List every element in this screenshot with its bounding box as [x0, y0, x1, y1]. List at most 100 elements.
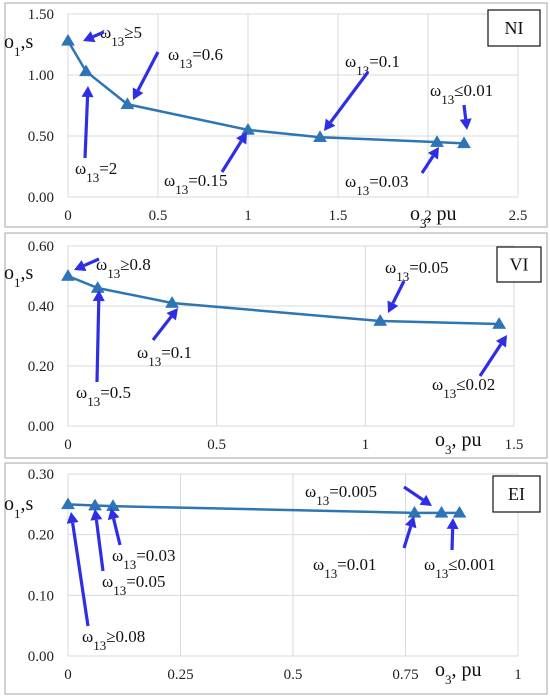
annotation-arrowhead [66, 512, 79, 524]
annotation-arrow [420, 155, 435, 174]
x-axis-label: o3, pu [435, 659, 482, 687]
omega-annotation: ω13=0.03 [345, 172, 409, 198]
x-tick-label: 2 [424, 208, 432, 224]
data-point-marker [407, 505, 422, 518]
annotation-arrow [136, 51, 160, 91]
omega-annotation: ω13≥0.8 [96, 255, 151, 281]
omega-annotation: ω13≥0.08 [82, 627, 145, 653]
annotation-arrowhead [387, 300, 399, 313]
x-tick-label: 0.5 [149, 208, 168, 224]
x-tick-label: 1.5 [505, 437, 524, 453]
data-point-marker [430, 135, 444, 147]
annotation-arrowhead [166, 308, 178, 321]
y-axis-label: o1,s [4, 262, 34, 290]
x-tick-label: 0 [64, 437, 72, 453]
annotation-arrowhead [90, 509, 103, 521]
curve-type-label: NI [505, 18, 524, 38]
data-point-marker [61, 33, 75, 46]
curve-type-label: VI [510, 255, 529, 275]
x-tick-label: 0 [64, 208, 72, 224]
panel-vi [4, 232, 548, 459]
annotation-arrow [220, 140, 243, 173]
omega-annotation: ω13=0.005 [305, 482, 377, 508]
annotation-arrow [329, 71, 370, 124]
data-point-marker [492, 317, 507, 329]
annotation-arrow [83, 257, 100, 268]
y-tick-label: 0.00 [28, 419, 54, 435]
omega-annotation: ω13≤0.001 [424, 555, 496, 581]
annotation-arrow [391, 280, 406, 304]
x-tick-label: 1 [244, 208, 252, 224]
y-tick-label: 0.00 [28, 190, 54, 206]
data-point-marker [241, 122, 255, 135]
x-tick-label: 0 [64, 667, 72, 683]
omega-annotation: ω13≤0.02 [432, 375, 495, 401]
panel-ni [4, 2, 548, 228]
omega-annotation: ω13=0.01 [313, 555, 377, 581]
x-tick-label: 1.5 [329, 208, 348, 224]
annotation-arrowhead [132, 87, 144, 100]
data-point-marker [165, 296, 180, 308]
x-tick-label: 2.5 [509, 208, 528, 224]
y-axis-label: o1,s [4, 493, 34, 521]
annotation-arrowhead [459, 118, 472, 130]
data-point-marker [373, 314, 388, 326]
y-tick-label: 0.20 [28, 528, 54, 544]
curve-type-label: EI [508, 484, 525, 504]
annotation-arrowhead [74, 260, 87, 272]
annotation-arrow [95, 300, 101, 383]
x-tick-label: 0.5 [207, 437, 226, 453]
y-tick-label: 0.60 [28, 239, 54, 255]
annotation-arrowhead [107, 508, 120, 521]
annotation-arrow [402, 526, 413, 549]
data-point-marker [457, 136, 471, 149]
omega-annotation: ω13=2 [75, 159, 117, 185]
annotation-arrowhead [427, 147, 439, 160]
omega-annotation: ω13=0.6 [168, 45, 223, 71]
annotation-arrow [462, 104, 468, 120]
x-tick-label: 0.75 [392, 667, 418, 683]
omega-annotation: ω13=0.1 [137, 343, 192, 369]
annotation-arrowhead [236, 132, 247, 145]
x-tick-label: 1 [514, 667, 522, 683]
omega-annotation: ω13=0.05 [102, 572, 166, 598]
annotation-arrowhead [446, 518, 459, 530]
omega-annotation: ω13=0.5 [76, 383, 131, 409]
omega-annotation: ω13=0.05 [385, 258, 449, 284]
data-point-marker [434, 505, 449, 518]
curve-type-box [492, 475, 541, 513]
annotation-arrow [83, 96, 90, 159]
annotation-arrow [151, 315, 173, 341]
annotation-arrow [94, 519, 105, 572]
omega-annotation: ω13≥5 [100, 23, 142, 49]
curve-type-box [487, 9, 541, 47]
annotation-arrowhead [495, 335, 507, 348]
y-tick-label: 0.00 [28, 649, 54, 665]
y-tick-label: 0.40 [28, 299, 54, 315]
y-axis-label: o1,s [4, 31, 34, 59]
annotation-arrowhead [81, 86, 94, 98]
data-point-marker [452, 505, 467, 518]
omega-annotation: ω13≤0.01 [430, 81, 493, 107]
annotation-arrow [112, 518, 122, 546]
data-point-marker [313, 130, 327, 143]
data-point-marker [61, 269, 75, 281]
omega-annotation: ω13=0.03 [112, 546, 176, 572]
y-tick-label: 0.50 [28, 129, 54, 145]
y-tick-label: 0.20 [28, 359, 54, 375]
data-point-marker [61, 497, 75, 510]
x-axis-label: o3, pu [410, 203, 457, 231]
x-tick-label: 1 [362, 437, 370, 453]
curve-type-box [496, 246, 542, 283]
annotation-arrowhead [419, 494, 432, 506]
data-point-marker [79, 64, 93, 77]
annotation-arrow [403, 485, 424, 502]
annotation-arrow [450, 528, 455, 551]
data-point-marker [120, 97, 135, 110]
annotation-arrow [478, 343, 503, 377]
y-tick-label: 0.30 [28, 467, 54, 483]
x-tick-label: 0.5 [284, 667, 303, 683]
annotation-arrowhead [83, 31, 96, 43]
annotation-arrowhead [404, 516, 417, 529]
omega-annotation: ω13=0.15 [164, 171, 228, 197]
